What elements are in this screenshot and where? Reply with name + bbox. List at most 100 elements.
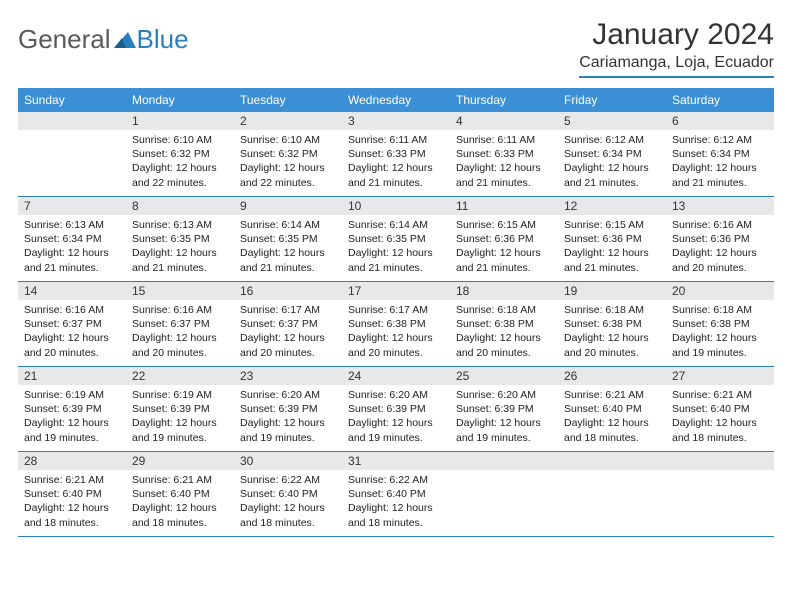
- sunset-text: Sunset: 6:38 PM: [348, 317, 444, 331]
- daylight-text-2: and 20 minutes.: [348, 346, 444, 360]
- daylight-text-1: Daylight: 12 hours: [456, 161, 552, 175]
- sunrise-text: Sunrise: 6:13 AM: [24, 218, 120, 232]
- daylight-text-2: and 21 minutes.: [240, 261, 336, 275]
- weekday-header: Sunday: [18, 88, 126, 112]
- day-cell: [666, 452, 774, 536]
- sunset-text: Sunset: 6:38 PM: [564, 317, 660, 331]
- day-details: Sunrise: 6:21 AMSunset: 6:40 PMDaylight:…: [18, 470, 126, 536]
- weekday-header: Saturday: [666, 88, 774, 112]
- date-number: 20: [666, 282, 774, 300]
- day-details: Sunrise: 6:21 AMSunset: 6:40 PMDaylight:…: [126, 470, 234, 536]
- date-number: [18, 112, 126, 130]
- date-number: 23: [234, 367, 342, 385]
- date-number: [558, 452, 666, 470]
- daylight-text-1: Daylight: 12 hours: [24, 331, 120, 345]
- day-cell: 22Sunrise: 6:19 AMSunset: 6:39 PMDayligh…: [126, 367, 234, 451]
- day-details: Sunrise: 6:12 AMSunset: 6:34 PMDaylight:…: [558, 130, 666, 196]
- day-details: Sunrise: 6:20 AMSunset: 6:39 PMDaylight:…: [342, 385, 450, 451]
- week-row: 1Sunrise: 6:10 AMSunset: 6:32 PMDaylight…: [18, 112, 774, 197]
- daylight-text-2: and 21 minutes.: [348, 176, 444, 190]
- daylight-text-1: Daylight: 12 hours: [132, 246, 228, 260]
- date-number: 11: [450, 197, 558, 215]
- date-number: 21: [18, 367, 126, 385]
- daylight-text-2: and 18 minutes.: [564, 431, 660, 445]
- day-cell: 17Sunrise: 6:17 AMSunset: 6:38 PMDayligh…: [342, 282, 450, 366]
- day-details: Sunrise: 6:16 AMSunset: 6:37 PMDaylight:…: [18, 300, 126, 366]
- day-details: Sunrise: 6:12 AMSunset: 6:34 PMDaylight:…: [666, 130, 774, 196]
- weekday-header: Tuesday: [234, 88, 342, 112]
- daylight-text-1: Daylight: 12 hours: [348, 331, 444, 345]
- week-row: 14Sunrise: 6:16 AMSunset: 6:37 PMDayligh…: [18, 282, 774, 367]
- day-details: Sunrise: 6:13 AMSunset: 6:34 PMDaylight:…: [18, 215, 126, 281]
- daylight-text-2: and 18 minutes.: [240, 516, 336, 530]
- day-details: Sunrise: 6:11 AMSunset: 6:33 PMDaylight:…: [450, 130, 558, 196]
- daylight-text-1: Daylight: 12 hours: [24, 416, 120, 430]
- daylight-text-1: Daylight: 12 hours: [348, 161, 444, 175]
- daylight-text-2: and 19 minutes.: [456, 431, 552, 445]
- daylight-text-2: and 22 minutes.: [240, 176, 336, 190]
- sunset-text: Sunset: 6:34 PM: [564, 147, 660, 161]
- sunrise-text: Sunrise: 6:16 AM: [132, 303, 228, 317]
- sunrise-text: Sunrise: 6:17 AM: [240, 303, 336, 317]
- daylight-text-2: and 20 minutes.: [564, 346, 660, 360]
- date-number: 16: [234, 282, 342, 300]
- daylight-text-2: and 21 minutes.: [564, 261, 660, 275]
- day-cell: 28Sunrise: 6:21 AMSunset: 6:40 PMDayligh…: [18, 452, 126, 536]
- daylight-text-1: Daylight: 12 hours: [132, 501, 228, 515]
- sunset-text: Sunset: 6:32 PM: [132, 147, 228, 161]
- day-cell: 31Sunrise: 6:22 AMSunset: 6:40 PMDayligh…: [342, 452, 450, 536]
- daylight-text-2: and 20 minutes.: [456, 346, 552, 360]
- daylight-text-1: Daylight: 12 hours: [564, 416, 660, 430]
- daylight-text-1: Daylight: 12 hours: [240, 161, 336, 175]
- sunrise-text: Sunrise: 6:12 AM: [672, 133, 768, 147]
- sunset-text: Sunset: 6:40 PM: [672, 402, 768, 416]
- daylight-text-1: Daylight: 12 hours: [24, 246, 120, 260]
- date-number: 1: [126, 112, 234, 130]
- sunset-text: Sunset: 6:38 PM: [456, 317, 552, 331]
- sunrise-text: Sunrise: 6:20 AM: [240, 388, 336, 402]
- title-block: January 2024 Cariamanga, Loja, Ecuador: [579, 18, 774, 78]
- date-number: 6: [666, 112, 774, 130]
- day-cell: 5Sunrise: 6:12 AMSunset: 6:34 PMDaylight…: [558, 112, 666, 196]
- day-cell: 6Sunrise: 6:12 AMSunset: 6:34 PMDaylight…: [666, 112, 774, 196]
- sunset-text: Sunset: 6:40 PM: [24, 487, 120, 501]
- sunrise-text: Sunrise: 6:12 AM: [564, 133, 660, 147]
- brand-name-2: Blue: [137, 24, 189, 55]
- day-cell: 4Sunrise: 6:11 AMSunset: 6:33 PMDaylight…: [450, 112, 558, 196]
- sunrise-text: Sunrise: 6:21 AM: [132, 473, 228, 487]
- date-number: 7: [18, 197, 126, 215]
- date-number: 22: [126, 367, 234, 385]
- date-number: 15: [126, 282, 234, 300]
- date-number: 28: [18, 452, 126, 470]
- day-cell: 9Sunrise: 6:14 AMSunset: 6:35 PMDaylight…: [234, 197, 342, 281]
- day-details: Sunrise: 6:18 AMSunset: 6:38 PMDaylight:…: [450, 300, 558, 366]
- day-details: Sunrise: 6:22 AMSunset: 6:40 PMDaylight:…: [234, 470, 342, 536]
- weekday-header: Friday: [558, 88, 666, 112]
- sunrise-text: Sunrise: 6:18 AM: [456, 303, 552, 317]
- date-number: 13: [666, 197, 774, 215]
- sunset-text: Sunset: 6:39 PM: [24, 402, 120, 416]
- day-details: Sunrise: 6:16 AMSunset: 6:37 PMDaylight:…: [126, 300, 234, 366]
- sunset-text: Sunset: 6:35 PM: [240, 232, 336, 246]
- daylight-text-2: and 19 minutes.: [132, 431, 228, 445]
- weekday-header: Thursday: [450, 88, 558, 112]
- sunrise-text: Sunrise: 6:16 AM: [24, 303, 120, 317]
- daylight-text-2: and 22 minutes.: [132, 176, 228, 190]
- daylight-text-1: Daylight: 12 hours: [240, 501, 336, 515]
- week-row: 21Sunrise: 6:19 AMSunset: 6:39 PMDayligh…: [18, 367, 774, 452]
- calendar-page: General Blue January 2024 Cariamanga, Lo…: [0, 0, 792, 537]
- date-number: 17: [342, 282, 450, 300]
- day-cell: 27Sunrise: 6:21 AMSunset: 6:40 PMDayligh…: [666, 367, 774, 451]
- brand-triangle-icon: [114, 24, 136, 55]
- sunrise-text: Sunrise: 6:20 AM: [456, 388, 552, 402]
- daylight-text-2: and 19 minutes.: [348, 431, 444, 445]
- day-cell: 24Sunrise: 6:20 AMSunset: 6:39 PMDayligh…: [342, 367, 450, 451]
- weekday-header: Monday: [126, 88, 234, 112]
- day-cell: 15Sunrise: 6:16 AMSunset: 6:37 PMDayligh…: [126, 282, 234, 366]
- sunrise-text: Sunrise: 6:21 AM: [24, 473, 120, 487]
- weekday-header-row: SundayMondayTuesdayWednesdayThursdayFrid…: [18, 88, 774, 112]
- daylight-text-2: and 18 minutes.: [132, 516, 228, 530]
- sunrise-text: Sunrise: 6:21 AM: [564, 388, 660, 402]
- sunset-text: Sunset: 6:40 PM: [348, 487, 444, 501]
- calendar-grid: SundayMondayTuesdayWednesdayThursdayFrid…: [18, 88, 774, 537]
